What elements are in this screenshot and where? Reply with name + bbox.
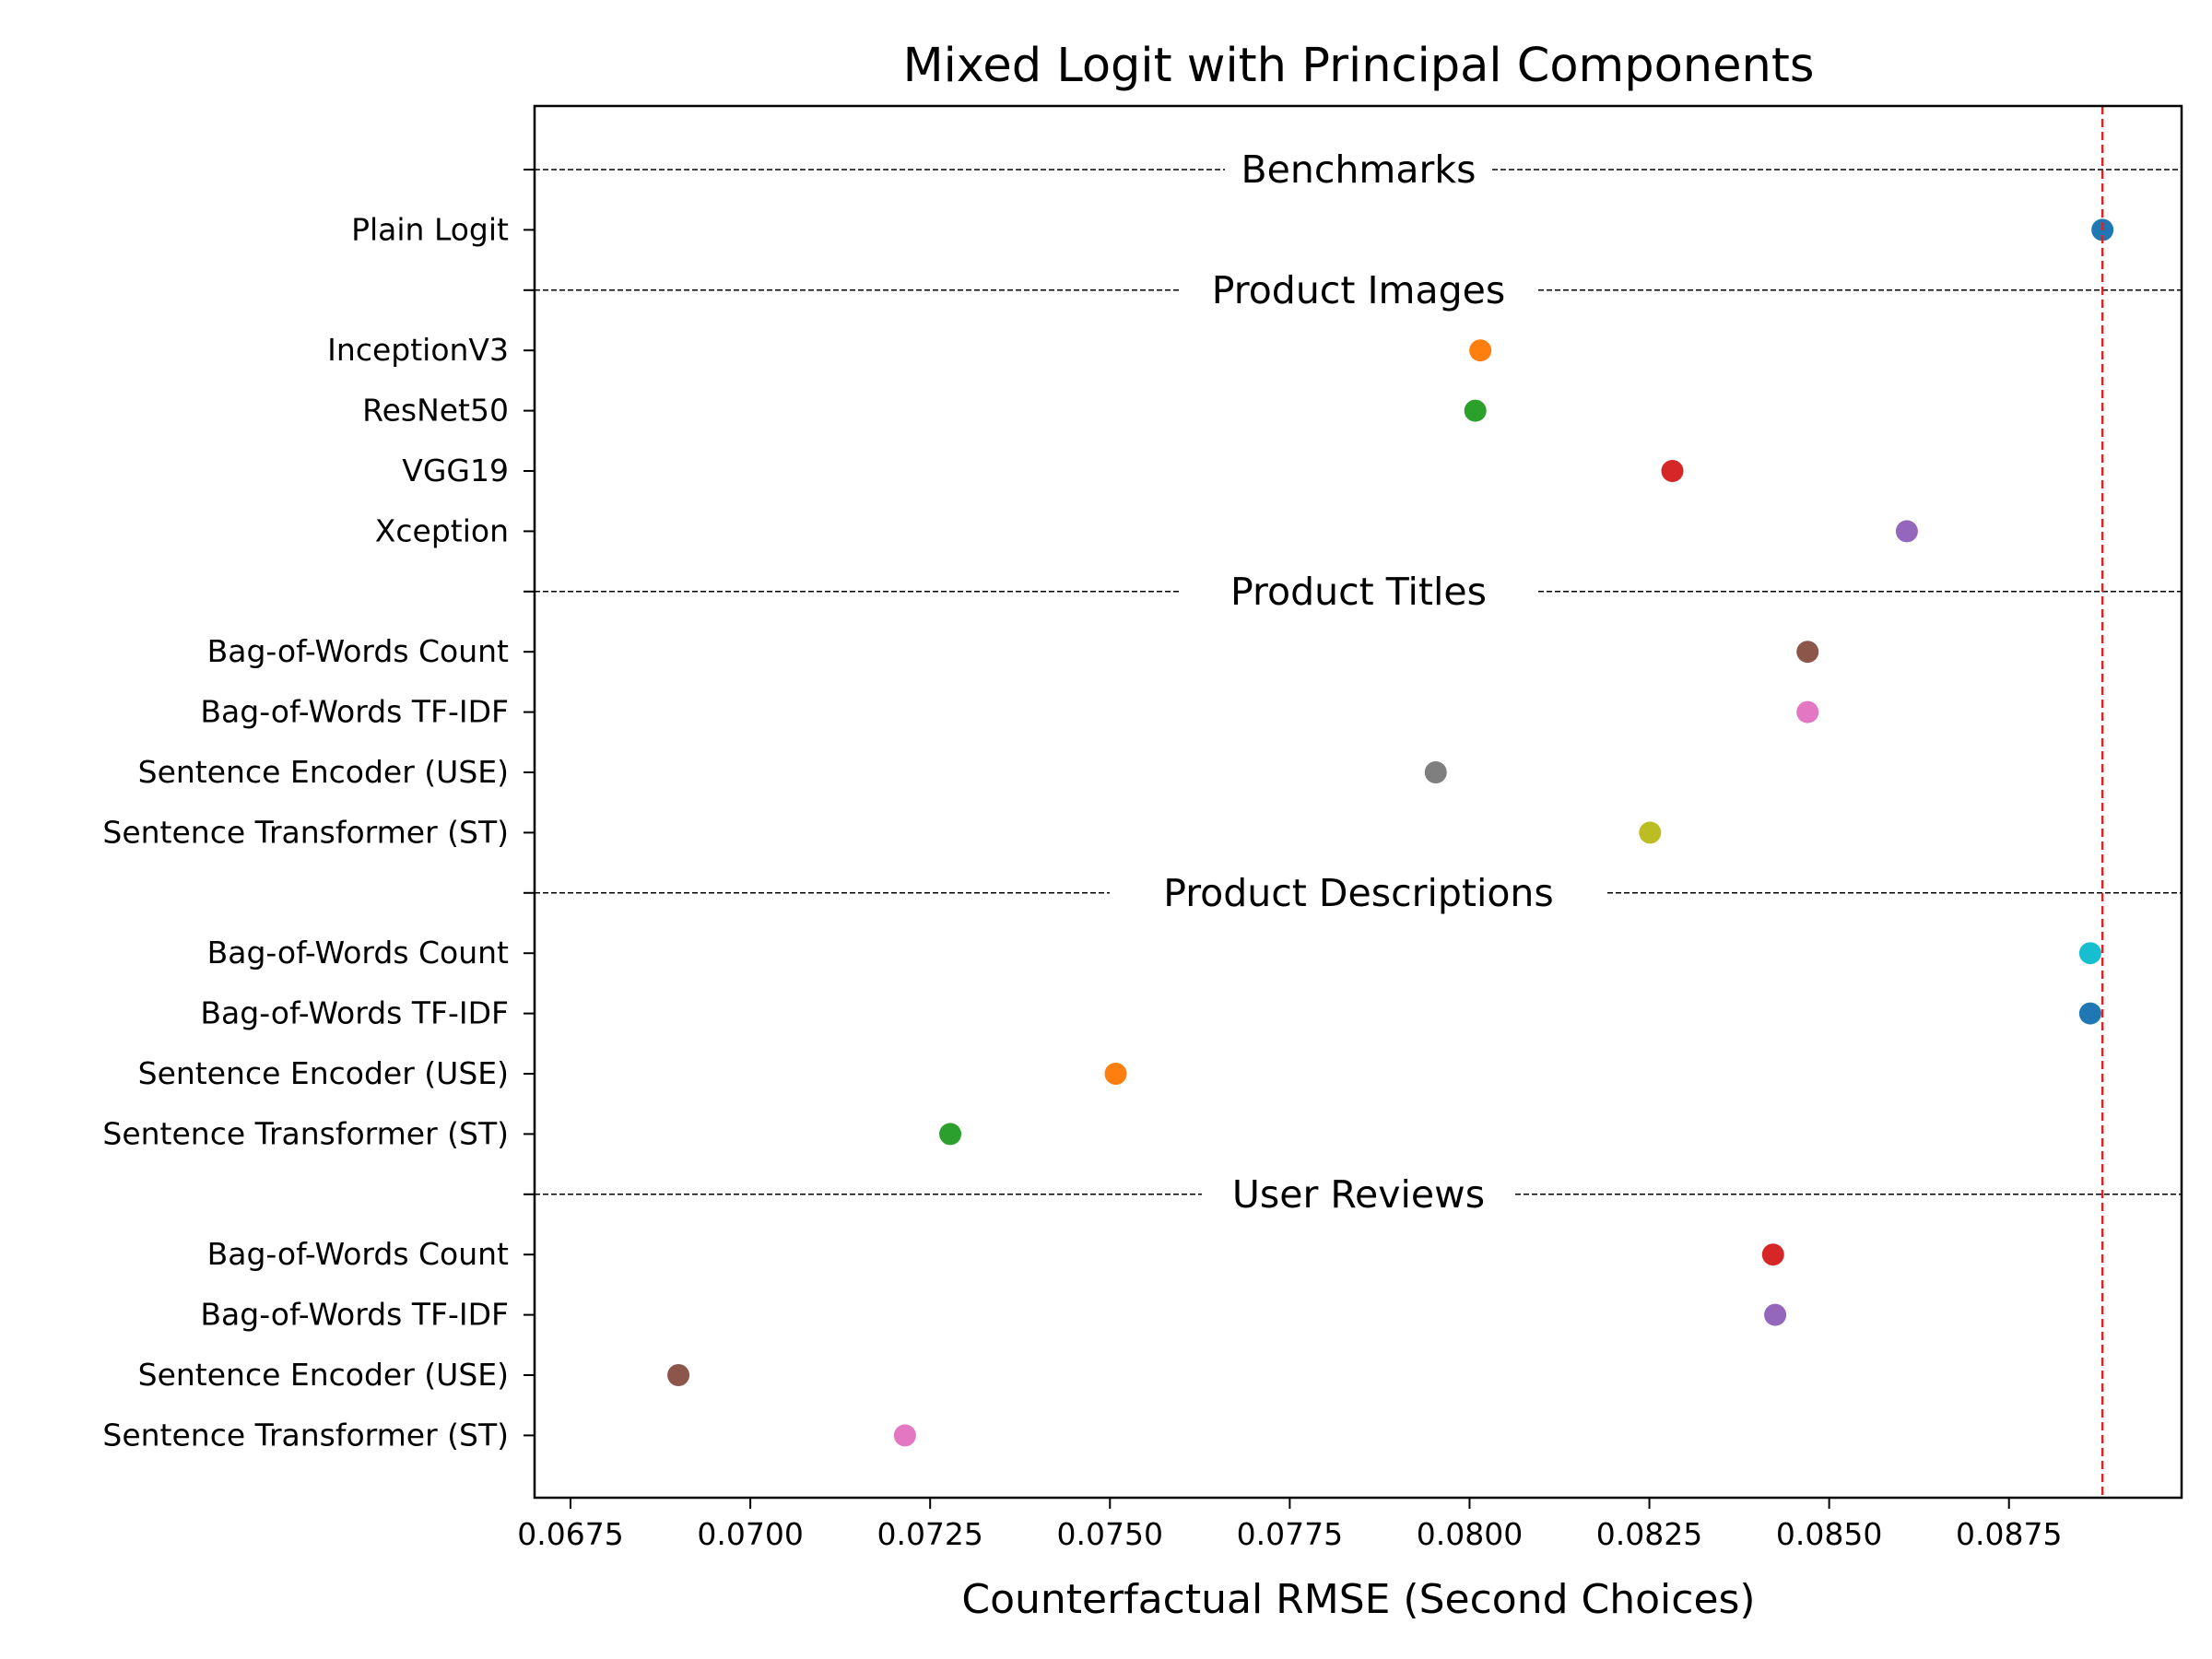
x-tick-label: 0.0800 — [1417, 1516, 1523, 1552]
y-tick-label: Bag-of-Words TF-IDF — [200, 694, 509, 730]
data-point — [893, 1424, 916, 1447]
y-tick-label: Bag-of-Words TF-IDF — [200, 995, 509, 1031]
y-tick-label: ResNet50 — [362, 393, 509, 429]
data-point — [1796, 700, 1819, 724]
x-tick-label: 0.0700 — [697, 1516, 803, 1552]
data-point — [1796, 641, 1819, 664]
x-tick-label: 0.0850 — [1776, 1516, 1882, 1552]
x-tick-label: 0.0775 — [1237, 1516, 1343, 1552]
x-tick-label: 0.0725 — [877, 1516, 982, 1552]
group-label: User Reviews — [1232, 1172, 1485, 1217]
data-point — [1104, 1063, 1127, 1085]
y-tick-label: Bag-of-Words Count — [207, 1236, 509, 1272]
axes-frame — [533, 104, 2183, 1500]
y-tick-label: Sentence Encoder (USE) — [138, 754, 509, 790]
data-point — [667, 1364, 690, 1386]
y-tick-label: Bag-of-Words Count — [207, 935, 509, 971]
data-point — [1764, 1303, 1787, 1326]
y-tick-label: Xception — [375, 512, 509, 548]
y-tick-label: Sentence Transformer (ST) — [102, 814, 509, 850]
x-axis-label: Counterfactual RMSE (Second Choices) — [961, 1576, 1755, 1623]
y-tick-label: Sentence Encoder (USE) — [138, 1357, 509, 1393]
data-point — [1424, 761, 1447, 783]
group-label: Benchmarks — [1241, 147, 1477, 192]
data-point — [1661, 460, 1684, 482]
y-tick-label: Sentence Encoder (USE) — [138, 1055, 509, 1091]
x-tick-label: 0.0750 — [1057, 1516, 1163, 1552]
y-tick-label: Bag-of-Words TF-IDF — [200, 1297, 509, 1333]
data-point — [1761, 1243, 1784, 1266]
y-tick-label: Sentence Transformer (ST) — [102, 1417, 509, 1453]
group-label: Product Descriptions — [1163, 871, 1554, 915]
data-point — [1469, 339, 1492, 362]
group-label: Product Titles — [1230, 570, 1487, 614]
plot-area: 0.0675 0.0700 0.0725 0.0750 0.0775 0.0800 0.08… — [102, 106, 2182, 1552]
data-point — [2078, 1002, 2101, 1025]
data-point — [2078, 942, 2101, 965]
data-point — [1895, 520, 1918, 543]
data-point — [1639, 821, 1662, 844]
x-tick-label: 0.0675 — [517, 1516, 623, 1552]
chart-title: Mixed Logit with Principal Components — [903, 39, 1815, 93]
x-tick-label: 0.0875 — [1956, 1516, 2062, 1552]
y-tick-label: Sentence Transformer (ST) — [102, 1115, 509, 1151]
group-label: Product Images — [1212, 268, 1505, 312]
y-tick-label: Plain Logit — [351, 211, 509, 247]
y-tick-label: VGG19 — [402, 453, 509, 488]
y-tick-label: Bag-of-Words Count — [207, 633, 509, 669]
x-tick-label: 0.0825 — [1596, 1516, 1702, 1552]
data-point — [939, 1123, 962, 1146]
y-tick-label: InceptionV3 — [327, 332, 509, 368]
data-point — [1464, 399, 1487, 422]
